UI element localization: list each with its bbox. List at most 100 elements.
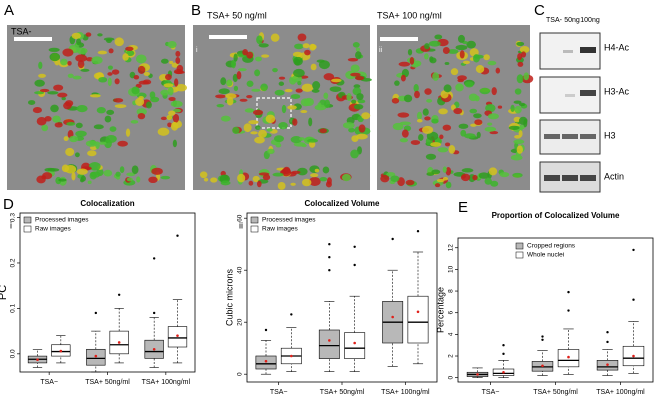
box xyxy=(318,329,340,359)
blob xyxy=(484,126,497,132)
blob xyxy=(76,38,82,46)
blob xyxy=(50,104,59,113)
blob xyxy=(54,122,63,128)
blob xyxy=(397,112,410,118)
blob xyxy=(386,172,396,177)
blob xyxy=(430,142,442,147)
x-tick-label: TSA− xyxy=(482,389,500,396)
blob xyxy=(341,173,352,182)
blob xyxy=(255,56,262,62)
y-tick-label: 0.1 xyxy=(10,304,17,313)
blob xyxy=(399,121,411,126)
blob xyxy=(424,53,429,60)
image-label: TSA+ 100 ng/ml xyxy=(377,10,442,20)
legend-label: Cropped regions xyxy=(527,243,576,250)
blob xyxy=(291,170,301,174)
blob xyxy=(166,114,173,121)
blob xyxy=(107,77,112,87)
blob xyxy=(66,121,76,126)
blob xyxy=(455,44,468,51)
blob xyxy=(150,96,160,103)
blob xyxy=(160,89,170,96)
blob xyxy=(278,122,288,130)
blob xyxy=(464,81,474,88)
blob xyxy=(260,83,268,92)
sub-label: ii xyxy=(379,47,383,54)
x-tick-label: TSA+ 100ng/ml xyxy=(596,389,645,396)
blob xyxy=(519,45,530,54)
plot-frame xyxy=(19,212,196,373)
blob xyxy=(91,56,103,65)
blob xyxy=(426,98,433,103)
blob xyxy=(308,177,321,186)
blob xyxy=(460,129,467,137)
blob xyxy=(293,68,305,78)
legend-swatch xyxy=(250,225,259,233)
blob xyxy=(437,147,449,153)
outlier xyxy=(606,330,609,334)
blob xyxy=(61,164,70,173)
blob xyxy=(297,81,302,86)
blob xyxy=(302,43,310,49)
blob xyxy=(34,91,45,95)
blob xyxy=(301,144,307,148)
blob xyxy=(58,178,67,182)
blob xyxy=(67,60,72,66)
blob xyxy=(267,148,275,154)
mean xyxy=(416,310,420,314)
blob xyxy=(516,145,523,154)
blob xyxy=(272,68,278,73)
y-tick-label: 10 xyxy=(448,265,455,273)
mean xyxy=(152,347,156,351)
blob xyxy=(167,122,172,128)
blob xyxy=(351,135,359,143)
blob xyxy=(125,128,131,137)
outlier xyxy=(117,293,121,296)
blob xyxy=(439,134,444,140)
blob xyxy=(297,33,307,42)
blob xyxy=(77,60,85,69)
blob xyxy=(248,120,259,125)
blob xyxy=(356,93,364,101)
blob xyxy=(513,139,525,145)
outlier xyxy=(606,340,609,344)
blob xyxy=(442,176,449,181)
blob xyxy=(85,140,98,147)
blob xyxy=(346,93,352,101)
legend-swatch xyxy=(515,251,524,259)
blob xyxy=(310,173,319,178)
blob xyxy=(252,109,264,116)
outlier xyxy=(353,263,356,267)
blob xyxy=(476,131,481,139)
blob xyxy=(85,32,92,37)
blob xyxy=(47,168,60,172)
blob xyxy=(131,165,139,175)
blob xyxy=(458,123,469,129)
blob xyxy=(115,171,121,177)
blob xyxy=(469,108,478,114)
blob xyxy=(117,140,128,147)
blob xyxy=(319,128,327,134)
blob xyxy=(478,172,490,179)
blob xyxy=(499,172,510,178)
blob xyxy=(80,175,86,182)
blob xyxy=(172,139,177,148)
legend-swatch xyxy=(23,225,32,233)
blob xyxy=(429,57,437,64)
outlier xyxy=(632,248,635,252)
blob xyxy=(168,110,176,116)
blob xyxy=(407,48,413,56)
blob xyxy=(236,71,242,80)
blob xyxy=(63,101,72,110)
blob xyxy=(307,138,319,143)
blob xyxy=(108,48,114,54)
blob xyxy=(243,123,252,133)
blob xyxy=(523,72,530,81)
blob xyxy=(444,62,450,66)
blob xyxy=(278,76,286,80)
blob xyxy=(353,104,364,110)
blob xyxy=(41,124,49,132)
blob xyxy=(353,84,361,89)
blob xyxy=(157,127,170,136)
